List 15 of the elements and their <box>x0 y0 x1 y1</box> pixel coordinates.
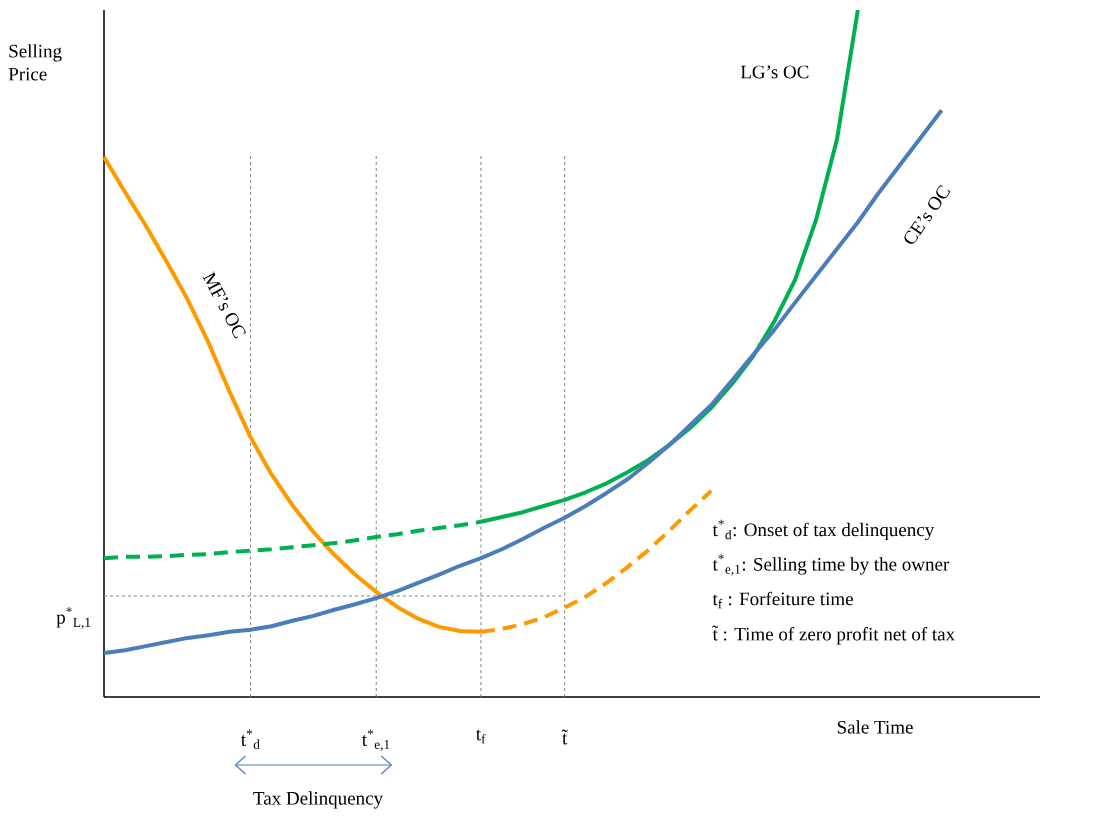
annotation: t$_{f}$ : Forfeiture time <box>712 591 853 609</box>
text: Tax Delinquency <box>253 791 383 809</box>
annotation: t$^{*}$$_{e,1}$: Selling time by the owner <box>712 554 950 576</box>
x-tick-label: t$_{f}$ <box>476 729 486 744</box>
x-axis-title: Sale Time <box>837 720 913 734</box>
x-tick-label: t$^{*}$e,1 <box>362 729 390 751</box>
series-label: LG’s OC <box>740 65 809 79</box>
text: CE’s OC <box>904 184 951 244</box>
annotation: t̃ : Time of zero profit net of tax <box>712 625 955 645</box>
ref-line-label: p$^{*}$L,1 <box>56 607 91 629</box>
y-axis-title: Selling Price <box>8 44 62 81</box>
annotation: t$^{*}$$_{d}$: Onset of tax delinquency <box>712 519 935 541</box>
x-tick-label: t̃ <box>561 729 568 745</box>
text: MF’s OC <box>202 271 246 339</box>
x-tick-label: t$^{*}$d <box>240 729 260 749</box>
